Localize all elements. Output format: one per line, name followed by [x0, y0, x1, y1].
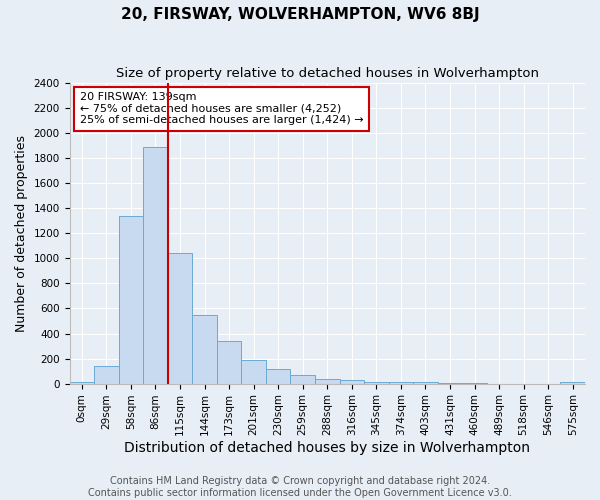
- Bar: [143, 147, 168, 384]
- Bar: [70, 382, 94, 384]
- Bar: [217, 341, 241, 384]
- X-axis label: Distribution of detached houses by size in Wolverhampton: Distribution of detached houses by size …: [124, 441, 530, 455]
- Bar: [560, 382, 585, 384]
- Text: Contains HM Land Registry data © Crown copyright and database right 2024.
Contai: Contains HM Land Registry data © Crown c…: [88, 476, 512, 498]
- Bar: [364, 382, 389, 384]
- Bar: [290, 375, 315, 384]
- Bar: [462, 383, 487, 384]
- Text: 20, FIRSWAY, WOLVERHAMPTON, WV6 8BJ: 20, FIRSWAY, WOLVERHAMPTON, WV6 8BJ: [121, 8, 479, 22]
- Bar: [119, 216, 143, 384]
- Bar: [266, 368, 290, 384]
- Bar: [192, 314, 217, 384]
- Text: 20 FIRSWAY: 139sqm
← 75% of detached houses are smaller (4,252)
25% of semi-deta: 20 FIRSWAY: 139sqm ← 75% of detached hou…: [80, 92, 364, 126]
- Bar: [340, 380, 364, 384]
- Bar: [438, 383, 462, 384]
- Title: Size of property relative to detached houses in Wolverhampton: Size of property relative to detached ho…: [116, 68, 539, 80]
- Bar: [94, 366, 119, 384]
- Bar: [168, 254, 192, 384]
- Bar: [241, 360, 266, 384]
- Bar: [315, 379, 340, 384]
- Y-axis label: Number of detached properties: Number of detached properties: [15, 135, 28, 332]
- Bar: [389, 382, 413, 384]
- Bar: [413, 382, 438, 384]
